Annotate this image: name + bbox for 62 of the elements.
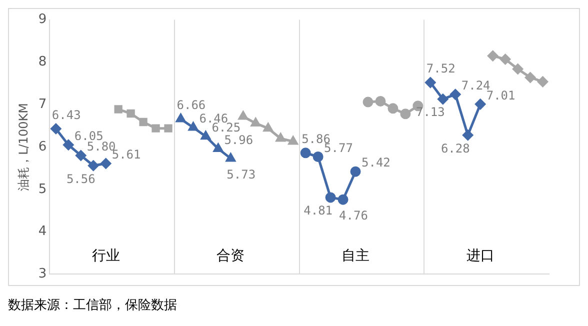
point bbox=[76, 150, 86, 161]
data-label: 5.73 bbox=[226, 168, 256, 182]
point bbox=[475, 98, 486, 110]
point bbox=[288, 136, 298, 145]
point bbox=[139, 118, 148, 126]
point bbox=[512, 64, 524, 74]
y-tick-label: 6 bbox=[38, 139, 47, 154]
point bbox=[375, 96, 386, 106]
data-label: 5.96 bbox=[224, 132, 254, 147]
x-tick-label: 自主 bbox=[342, 248, 370, 264]
point bbox=[176, 114, 186, 122]
x-tick-label: 行业 bbox=[92, 248, 120, 264]
point bbox=[300, 148, 311, 158]
point bbox=[488, 50, 498, 62]
y-tick-label: 3 bbox=[38, 266, 47, 282]
point bbox=[200, 131, 210, 140]
point bbox=[188, 122, 198, 131]
point bbox=[226, 153, 236, 162]
point bbox=[263, 123, 273, 132]
y-axis-title: 油耗，L/100KM bbox=[16, 103, 30, 191]
point bbox=[500, 54, 511, 64]
point bbox=[88, 160, 99, 171]
y-tick-label: 7 bbox=[38, 96, 47, 112]
point bbox=[538, 76, 548, 87]
point bbox=[312, 152, 324, 162]
y-tick-label: 5 bbox=[38, 182, 47, 197]
point bbox=[63, 140, 74, 150]
point bbox=[438, 94, 448, 104]
data-label: 5.56 bbox=[66, 172, 96, 186]
point bbox=[164, 124, 172, 132]
point bbox=[126, 109, 135, 118]
data-label: 4.76 bbox=[339, 208, 368, 223]
data-label: 7.52 bbox=[426, 62, 456, 76]
point bbox=[350, 166, 361, 177]
x-tick-label: 合资 bbox=[216, 248, 245, 264]
point bbox=[152, 124, 160, 132]
point bbox=[50, 124, 62, 134]
point bbox=[100, 158, 112, 169]
data-label: 4.81 bbox=[304, 204, 333, 218]
point bbox=[338, 194, 348, 205]
data-label: 6.43 bbox=[52, 108, 81, 122]
point bbox=[213, 143, 223, 152]
point bbox=[462, 130, 474, 140]
point bbox=[525, 72, 536, 83]
point bbox=[238, 111, 248, 120]
point bbox=[250, 118, 260, 127]
point bbox=[362, 96, 374, 108]
y-tick-label: 8 bbox=[38, 54, 47, 70]
y-tick-label: 4 bbox=[38, 224, 47, 240]
x-tick-label: 进口 bbox=[466, 248, 494, 264]
point bbox=[388, 103, 398, 114]
data-label: 5.42 bbox=[362, 156, 390, 170]
data-label: 6.66 bbox=[176, 98, 206, 112]
y-tick-label: 9 bbox=[38, 12, 47, 28]
point bbox=[325, 192, 336, 203]
point bbox=[114, 105, 122, 114]
point bbox=[276, 133, 286, 142]
point bbox=[425, 77, 436, 88]
data-label: 6.28 bbox=[440, 141, 470, 156]
point bbox=[400, 108, 411, 120]
source-note: 数据来源：工信部，保险数据 bbox=[8, 297, 178, 314]
point bbox=[450, 89, 461, 100]
